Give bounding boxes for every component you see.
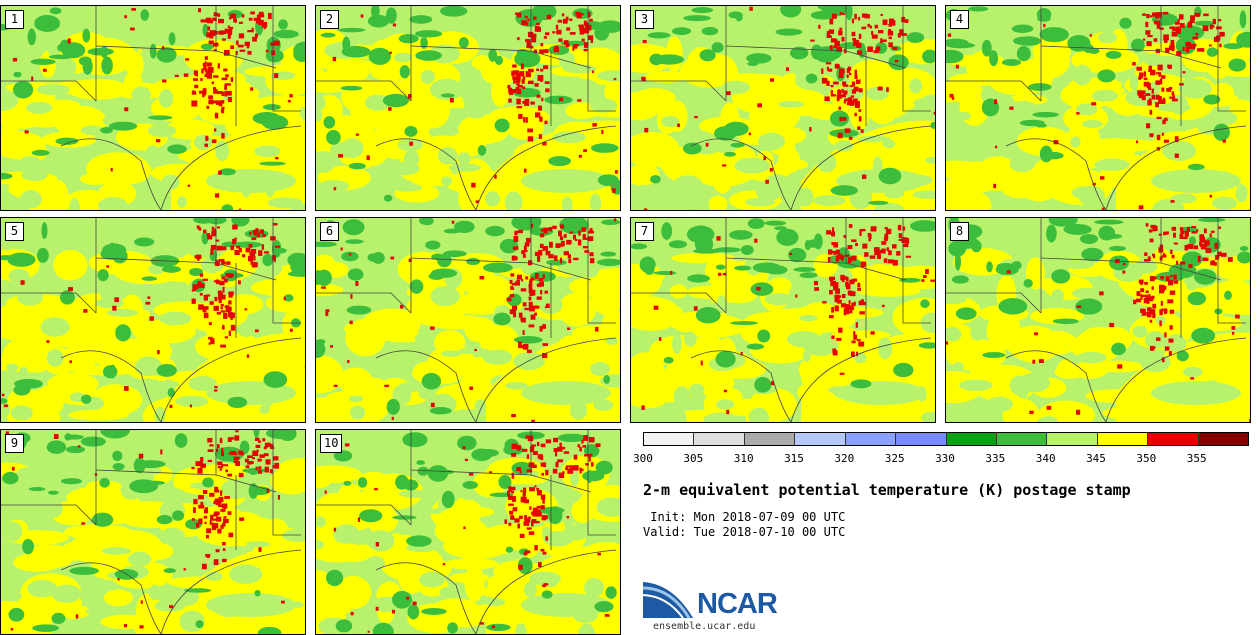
ncar-logo-text: NCAR bbox=[697, 588, 778, 620]
member-number-label: 4 bbox=[950, 10, 969, 29]
theta-e-field-map bbox=[1, 6, 305, 210]
colorbar-swatch bbox=[1148, 433, 1199, 445]
member-panel-3: 3 bbox=[630, 5, 936, 211]
colorbar-tick-label: 315 bbox=[784, 452, 804, 465]
member-number-label: 6 bbox=[320, 222, 339, 241]
member-number-label: 10 bbox=[320, 434, 343, 453]
member-panel-10: 10 bbox=[315, 429, 621, 635]
member-number-label: 9 bbox=[5, 434, 24, 453]
colorbar-swatch bbox=[694, 433, 745, 445]
theta-e-field-map bbox=[631, 218, 935, 422]
member-panel-5: 5 bbox=[0, 217, 306, 423]
member-number-label: 3 bbox=[635, 10, 654, 29]
colorbar-swatch bbox=[845, 433, 897, 445]
colorbar-tick-label: 305 bbox=[683, 452, 704, 465]
colorbar-tick-label: 355 bbox=[1186, 452, 1207, 465]
colorbar-tick-label: 300 bbox=[633, 452, 653, 465]
member-panel-6: 6 bbox=[315, 217, 621, 423]
colorbar-swatch bbox=[1198, 433, 1249, 445]
colorbar-tick-label: 335 bbox=[985, 452, 1006, 465]
colorbar-tick-label: 320 bbox=[834, 452, 855, 465]
theta-e-field-map bbox=[946, 218, 1250, 422]
colorbar-tick-label: 345 bbox=[1086, 452, 1106, 465]
colorbar-tick-label: 340 bbox=[1035, 452, 1056, 465]
member-panel-8: 8 bbox=[945, 217, 1251, 423]
colorbar-swatch bbox=[946, 433, 997, 445]
member-number-label: 1 bbox=[5, 10, 24, 29]
website-url[interactable]: ensemble.ucar.edu bbox=[653, 621, 756, 632]
colorbar-swatch bbox=[1097, 433, 1149, 445]
plot-title: 2-m equivalent potential temperature (K)… bbox=[643, 481, 1131, 499]
init-time: Init: Mon 2018-07-09 00 UTC bbox=[643, 510, 846, 524]
theta-e-field-map bbox=[316, 218, 620, 422]
member-number-label: 5 bbox=[5, 222, 24, 241]
colorbar-tick-label: 310 bbox=[733, 452, 754, 465]
colorbar-swatch bbox=[996, 433, 1048, 445]
colorbar-swatch bbox=[744, 433, 796, 445]
ncar-logo-icon bbox=[643, 582, 693, 619]
theta-e-field-map bbox=[946, 6, 1250, 210]
member-panel-2: 2 bbox=[315, 5, 621, 211]
colorbar-tick-label: 325 bbox=[884, 452, 905, 465]
member-number-label: 8 bbox=[950, 222, 969, 241]
colorbar-swatch bbox=[795, 433, 846, 445]
member-panel-4: 4 bbox=[945, 5, 1251, 211]
colorbar-swatch bbox=[644, 433, 695, 445]
member-panel-1: 1 bbox=[0, 5, 306, 211]
theta-e-field-map bbox=[316, 430, 620, 634]
theta-e-field-map bbox=[1, 430, 305, 634]
theta-e-field-map bbox=[316, 6, 620, 210]
member-number-label: 7 bbox=[635, 222, 654, 241]
colorbar-tick-label: 330 bbox=[935, 452, 955, 465]
theta-e-field-map bbox=[1, 218, 305, 422]
valid-time: Valid: Tue 2018-07-10 00 UTC bbox=[643, 525, 846, 539]
colorbar-tick-label: 350 bbox=[1136, 452, 1157, 465]
colorbar-swatch bbox=[1047, 433, 1098, 445]
member-panel-7: 7 bbox=[630, 217, 936, 423]
member-number-label: 2 bbox=[320, 10, 339, 29]
colorbar bbox=[643, 432, 1249, 446]
member-panel-9: 9 bbox=[0, 429, 306, 635]
theta-e-field-map bbox=[631, 6, 935, 210]
colorbar-swatch bbox=[896, 433, 947, 445]
